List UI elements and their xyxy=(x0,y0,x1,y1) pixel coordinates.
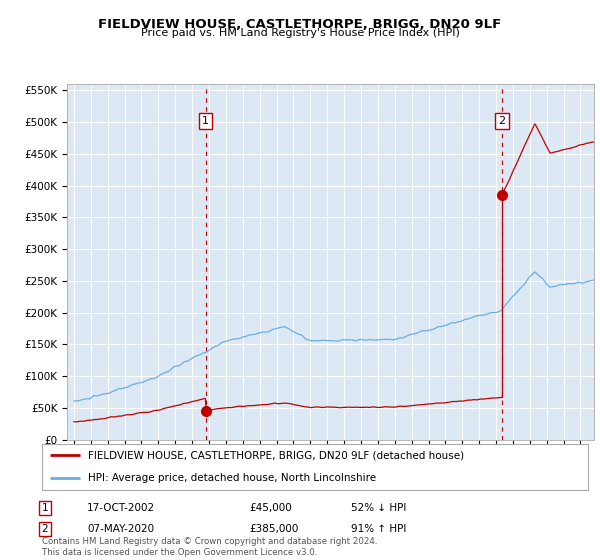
Text: 91% ↑ HPI: 91% ↑ HPI xyxy=(351,524,406,534)
Text: 1: 1 xyxy=(202,116,209,127)
Text: 2: 2 xyxy=(41,524,49,534)
Text: £45,000: £45,000 xyxy=(249,503,292,513)
Text: HPI: Average price, detached house, North Lincolnshire: HPI: Average price, detached house, Nort… xyxy=(88,473,377,483)
Text: 2: 2 xyxy=(499,116,506,127)
Text: FIELDVIEW HOUSE, CASTLETHORPE, BRIGG, DN20 9LF (detached house): FIELDVIEW HOUSE, CASTLETHORPE, BRIGG, DN… xyxy=(88,450,464,460)
Text: 17-OCT-2002: 17-OCT-2002 xyxy=(87,503,155,513)
Text: 07-MAY-2020: 07-MAY-2020 xyxy=(87,524,154,534)
Text: £385,000: £385,000 xyxy=(249,524,298,534)
Text: 52% ↓ HPI: 52% ↓ HPI xyxy=(351,503,406,513)
Text: Contains HM Land Registry data © Crown copyright and database right 2024.
This d: Contains HM Land Registry data © Crown c… xyxy=(42,537,377,557)
Text: FIELDVIEW HOUSE, CASTLETHORPE, BRIGG, DN20 9LF: FIELDVIEW HOUSE, CASTLETHORPE, BRIGG, DN… xyxy=(98,18,502,31)
Text: 1: 1 xyxy=(41,503,49,513)
Text: Price paid vs. HM Land Registry's House Price Index (HPI): Price paid vs. HM Land Registry's House … xyxy=(140,28,460,38)
